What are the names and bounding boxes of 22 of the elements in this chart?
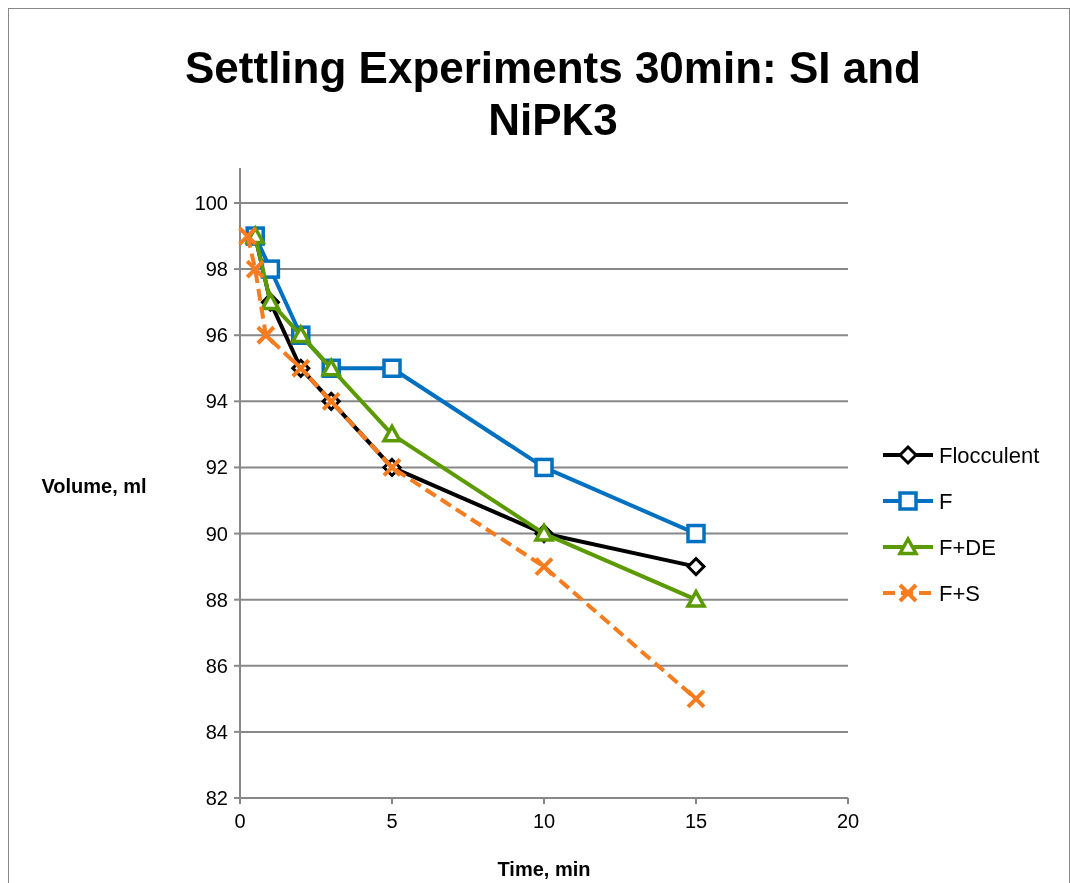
x-tick-label: 10 [532, 810, 556, 832]
y-tick-label: 98 [205, 258, 228, 281]
y-tick-label: 88 [205, 588, 228, 611]
y-axis-title: Volume, ml [41, 475, 147, 497]
x-axis-title: Time, min [497, 858, 591, 880]
legend-label: F+S [939, 580, 980, 606]
y-tick-label: 100 [194, 192, 228, 214]
y-tick-label: 86 [205, 654, 228, 677]
x-tick-label: 15 [684, 810, 708, 832]
legend-label: Flocculent [939, 442, 1040, 468]
y-tick-label: 94 [205, 390, 228, 413]
x-tick-label: 0 [234, 810, 246, 832]
y-tick-label: 90 [205, 522, 228, 545]
y-tick-label: 96 [205, 324, 228, 347]
y-tick-label: 84 [205, 720, 228, 743]
x-tick-label: 20 [836, 810, 860, 832]
legend-label: F+DE [939, 534, 996, 560]
y-tick-label: 82 [205, 787, 228, 809]
chart-title: Settling Experiments 30min: SI and NiPK3 [185, 43, 921, 144]
legend-label: F [939, 488, 953, 514]
y-tick-label: 92 [205, 456, 228, 479]
x-tick-label: 5 [386, 810, 398, 832]
